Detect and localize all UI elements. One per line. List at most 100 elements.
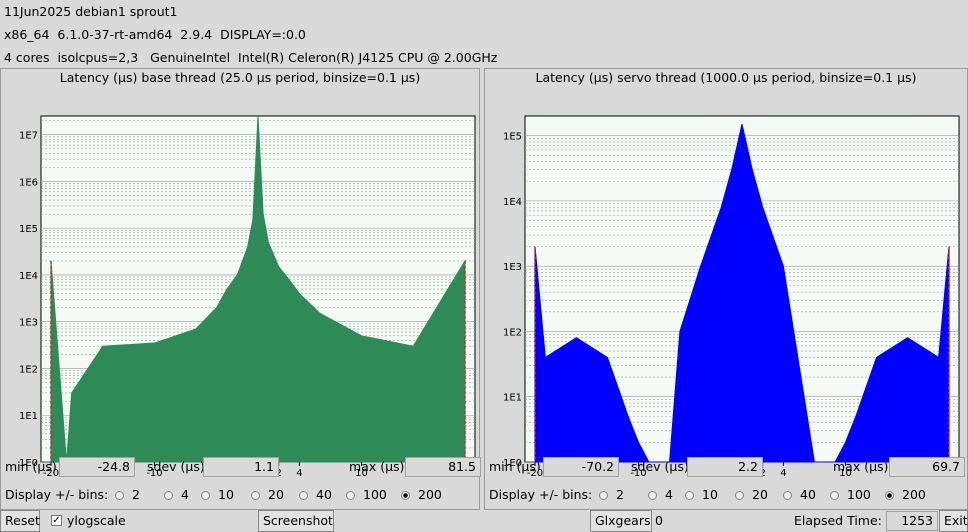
x-tick-label: 4 bbox=[780, 468, 786, 479]
radio-label: 10 bbox=[218, 487, 234, 502]
min-value: -24.8 bbox=[59, 457, 135, 477]
y-tick-label: 1E5 bbox=[19, 224, 38, 235]
bins-selector: Display +/- bins: 2 4 10 20 40 100 200 bbox=[485, 485, 967, 505]
bins-selector: Display +/- bins: 2 4 10 20 40 100 200 bbox=[1, 485, 479, 505]
elapsed-time-value: 1253 bbox=[886, 511, 938, 531]
panel-title: Latency (µs) base thread (25.0 µs period… bbox=[59, 70, 421, 85]
reset-button[interactable]: Reset bbox=[0, 510, 40, 532]
header-line1: 11Jun2025 debian1 sprout1 bbox=[4, 4, 178, 19]
radio-label: 2 bbox=[132, 487, 140, 502]
radio-indicator bbox=[885, 490, 894, 500]
bins-radio-10[interactable]: 10 bbox=[685, 485, 718, 505]
exit-button[interactable]: Exit bbox=[939, 510, 968, 532]
radio-indicator bbox=[251, 490, 260, 500]
radio-indicator bbox=[783, 490, 792, 500]
y-tick-label: 1E3 bbox=[19, 318, 38, 329]
radio-label: 10 bbox=[702, 487, 718, 502]
sdev-value: 2.2 bbox=[687, 457, 763, 477]
screenshot-button[interactable]: Screenshot bbox=[258, 510, 334, 532]
radio-label: 40 bbox=[800, 487, 816, 502]
ylogscale-label: ylogscale bbox=[67, 513, 126, 528]
min-label: min (µs) bbox=[5, 459, 57, 474]
radio-label: 4 bbox=[665, 487, 673, 502]
bins-radio-20[interactable]: 20 bbox=[735, 485, 768, 505]
y-tick-label: 1E2 bbox=[19, 364, 38, 375]
histogram-series bbox=[534, 123, 950, 463]
max-label: max (µs) bbox=[349, 459, 405, 474]
x-tick-label: 10 bbox=[355, 468, 368, 479]
sdev-label: sdev (µs) bbox=[631, 459, 689, 474]
radio-indicator bbox=[599, 490, 608, 500]
sdev-value: 1.1 bbox=[203, 457, 279, 477]
radio-indicator bbox=[648, 490, 657, 500]
bins-radio-20[interactable]: 20 bbox=[251, 485, 284, 505]
base-thread-histogram: 1E71E61E51E41E31E21E11E0-20-10-4-2024102… bbox=[19, 115, 476, 479]
radio-indicator bbox=[299, 490, 308, 500]
bins-label: Display +/- bins: bbox=[5, 487, 109, 502]
bins-radio-10[interactable]: 10 bbox=[201, 485, 234, 505]
glxgears-value: 0 bbox=[655, 513, 663, 528]
sdev-label: sdev (µs) bbox=[147, 459, 205, 474]
servo-thread-panel: Latency (µs) servo thread (1000.0 µs per… bbox=[484, 68, 968, 510]
x-tick-label: -10 bbox=[146, 468, 162, 479]
min-label: min (µs) bbox=[489, 459, 541, 474]
x-tick-label: 4 bbox=[296, 468, 302, 479]
y-tick-label: 1E2 bbox=[503, 327, 522, 338]
radio-indicator bbox=[401, 490, 410, 500]
radio-label: 4 bbox=[181, 487, 189, 502]
y-tick-label: 1E4 bbox=[503, 197, 522, 208]
y-tick-label: 1E1 bbox=[19, 411, 38, 422]
radio-label: 2 bbox=[616, 487, 624, 502]
radio-label: 40 bbox=[316, 487, 332, 502]
base-thread-panel: Latency (µs) base thread (25.0 µs period… bbox=[0, 68, 481, 510]
bins-radio-40[interactable]: 40 bbox=[299, 485, 332, 505]
bins-radio-40[interactable]: 40 bbox=[783, 485, 816, 505]
y-tick-label: 1E0 bbox=[19, 458, 38, 469]
radio-label: 200 bbox=[418, 487, 442, 502]
bins-radio-2[interactable]: 2 bbox=[599, 485, 624, 505]
radio-indicator bbox=[201, 490, 210, 500]
radio-indicator bbox=[115, 490, 124, 500]
glxgears-button[interactable]: Glxgears bbox=[590, 510, 652, 532]
radio-indicator bbox=[735, 490, 744, 500]
bins-radio-200[interactable]: 200 bbox=[885, 485, 926, 505]
radio-indicator bbox=[346, 490, 355, 500]
radio-label: 200 bbox=[902, 487, 926, 502]
y-tick-label: 1E1 bbox=[503, 393, 522, 404]
y-tick-label: 1E4 bbox=[19, 271, 38, 282]
x-tick-label: -10 bbox=[630, 468, 646, 479]
y-tick-label: 1E3 bbox=[503, 262, 522, 273]
panel-title: Latency (µs) servo thread (1000.0 µs per… bbox=[535, 70, 917, 85]
x-tick-label: -20 bbox=[527, 468, 543, 479]
bins-radio-200[interactable]: 200 bbox=[401, 485, 442, 505]
bins-radio-100[interactable]: 100 bbox=[830, 485, 871, 505]
bins-label: Display +/- bins: bbox=[489, 487, 593, 502]
max-value: 69.7 bbox=[889, 457, 965, 477]
histogram-series bbox=[50, 116, 466, 463]
y-tick-label: 1E5 bbox=[503, 132, 522, 143]
ylogscale-checkbox[interactable]: ✓ bbox=[51, 515, 62, 526]
header-line2: x86_64 6.1.0-37-rt-amd64 2.9.4 DISPLAY=:… bbox=[4, 27, 306, 42]
radio-label: 20 bbox=[752, 487, 768, 502]
min-value: -70.2 bbox=[543, 457, 619, 477]
radio-indicator bbox=[830, 490, 839, 500]
bins-radio-2[interactable]: 2 bbox=[115, 485, 140, 505]
radio-indicator bbox=[164, 490, 173, 500]
max-label: max (µs) bbox=[833, 459, 889, 474]
max-value: 81.5 bbox=[405, 457, 481, 477]
radio-label: 20 bbox=[268, 487, 284, 502]
elapsed-time-label: Elapsed Time: bbox=[794, 513, 882, 528]
bins-radio-4[interactable]: 4 bbox=[164, 485, 189, 505]
radio-label: 100 bbox=[363, 487, 387, 502]
y-tick-label: 1E7 bbox=[19, 131, 38, 142]
radio-indicator bbox=[685, 490, 694, 500]
y-tick-label: 1E0 bbox=[503, 458, 522, 469]
bins-radio-4[interactable]: 4 bbox=[648, 485, 673, 505]
header-line3: 4 cores isolcpus=2,3 GenuineIntel Intel(… bbox=[4, 50, 498, 65]
radio-label: 100 bbox=[847, 487, 871, 502]
bins-radio-100[interactable]: 100 bbox=[346, 485, 387, 505]
x-tick-label: -20 bbox=[43, 468, 59, 479]
y-tick-label: 1E6 bbox=[19, 177, 38, 188]
x-tick-label: 10 bbox=[839, 468, 852, 479]
